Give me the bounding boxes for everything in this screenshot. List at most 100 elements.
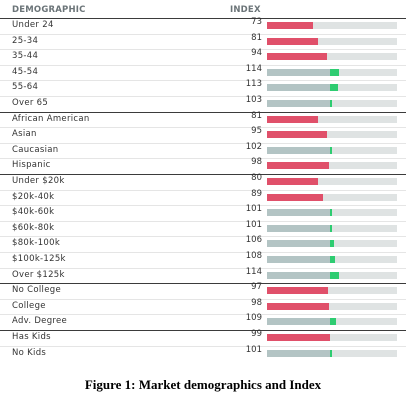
index-value: 89 xyxy=(251,188,262,199)
group-divider xyxy=(0,283,406,285)
index-bar-track xyxy=(267,162,397,170)
index-bar-track xyxy=(267,37,397,45)
demographic-label: Over $125k xyxy=(12,269,65,280)
index-bar-above xyxy=(330,318,336,326)
row-rule xyxy=(0,267,406,269)
index-bar-above xyxy=(330,100,333,107)
index-bar-above xyxy=(330,224,333,232)
index-bar-track xyxy=(267,209,397,217)
index-bar-base xyxy=(267,146,331,154)
demographic-column-header: DEMOGRAPHIC xyxy=(12,5,86,15)
index-bar-below xyxy=(267,178,318,185)
index-bar-below xyxy=(267,287,329,295)
demographic-label: 25-34 xyxy=(12,35,39,46)
index-bar-above xyxy=(330,209,333,217)
index-bar-base xyxy=(267,224,331,232)
index-bar-track xyxy=(267,349,397,357)
index-value: 108 xyxy=(245,251,262,261)
index-bar-below xyxy=(267,115,319,123)
demographic-label: Over 65 xyxy=(12,98,49,108)
index-bar-track xyxy=(267,224,397,232)
index-value: 97 xyxy=(251,282,262,293)
row-rule xyxy=(0,189,406,191)
index-bar-base xyxy=(267,271,331,279)
index-bar-below xyxy=(267,193,324,201)
row-rule xyxy=(0,64,406,66)
index-bar-track xyxy=(267,193,397,201)
index-bar-track xyxy=(267,302,397,310)
table-row: Has Kids 99 xyxy=(0,329,406,347)
table-row: $80k-100k 106 xyxy=(0,235,406,253)
index-value: 113 xyxy=(245,79,262,90)
row-rule xyxy=(0,33,406,35)
index-bar-below xyxy=(267,53,327,61)
demographic-label: 45-54 xyxy=(12,66,39,77)
row-rule xyxy=(0,80,406,82)
row-rule xyxy=(0,236,406,238)
index-bar-track xyxy=(267,68,397,76)
index-bar-track xyxy=(267,178,397,185)
table-row: $40k-60k 101 xyxy=(0,204,406,222)
index-bar-base xyxy=(267,68,331,76)
index-value: 114 xyxy=(245,63,262,74)
row-rule xyxy=(0,205,406,207)
index-bar-above xyxy=(330,146,333,154)
index-value: 98 xyxy=(251,157,262,168)
index-value: 106 xyxy=(245,235,262,246)
table-row: $60k-80k 101 xyxy=(0,220,406,238)
index-bar-base xyxy=(267,84,331,92)
index-value: 81 xyxy=(251,32,262,43)
demographic-label: $80k-100k xyxy=(12,238,61,249)
index-value: 81 xyxy=(251,110,262,121)
demographic-label: Caucasian xyxy=(12,144,59,155)
index-bar-track xyxy=(267,100,397,107)
index-value: 109 xyxy=(245,313,262,324)
table-row: Over 65 103 xyxy=(0,95,406,113)
index-bar-track xyxy=(267,84,397,92)
index-bar-base xyxy=(267,209,331,217)
index-bar-track xyxy=(267,22,397,29)
group-divider xyxy=(0,330,406,331)
demographic-label: No College xyxy=(12,285,61,296)
index-bar-below xyxy=(267,334,330,341)
row-rule xyxy=(0,314,406,316)
index-value: 73 xyxy=(251,17,262,27)
demographic-label: College xyxy=(12,300,46,311)
index-bar-above xyxy=(330,271,340,279)
demographic-label: Hispanic xyxy=(12,160,51,171)
table-row: Under 24 73 xyxy=(0,17,406,35)
index-bar-track xyxy=(267,115,397,123)
index-value: 94 xyxy=(251,48,262,59)
index-value: 103 xyxy=(245,95,262,105)
group-divider xyxy=(0,111,406,113)
table-row: Hispanic 98 xyxy=(0,157,406,175)
table-row: $20k-40k 89 xyxy=(0,188,406,207)
index-bar-below xyxy=(267,37,319,45)
index-bar-base xyxy=(267,240,331,248)
index-value: 114 xyxy=(245,266,262,277)
index-bar-base xyxy=(267,100,331,107)
row-rule xyxy=(0,96,406,97)
demographic-label: No Kids xyxy=(12,347,47,358)
demographic-label: $40k-60k xyxy=(12,207,55,218)
index-value: 102 xyxy=(245,141,262,152)
demographic-label: African American xyxy=(12,113,90,124)
index-bar-below xyxy=(267,302,330,310)
figure-caption: Figure 1: Market demographics and Index xyxy=(84,377,322,392)
index-bar-track xyxy=(267,334,397,341)
table-row: Adv. Degree 109 xyxy=(0,313,406,331)
table-row: Under $20k 80 xyxy=(0,173,406,191)
index-value: 101 xyxy=(245,204,262,215)
demographic-label: 55-64 xyxy=(12,82,39,93)
index-column-header: INDEX xyxy=(230,5,261,15)
index-bar-track xyxy=(267,256,397,263)
demographic-label: Under 24 xyxy=(12,20,54,30)
index-bar-above xyxy=(330,68,340,76)
index-bar-base xyxy=(267,349,331,357)
table-row: 35-44 94 xyxy=(0,48,406,66)
row-rule xyxy=(0,49,406,51)
row-rule xyxy=(0,298,406,300)
index-value: 95 xyxy=(251,126,262,137)
index-value: 101 xyxy=(245,344,262,355)
index-bar-track xyxy=(267,131,397,139)
